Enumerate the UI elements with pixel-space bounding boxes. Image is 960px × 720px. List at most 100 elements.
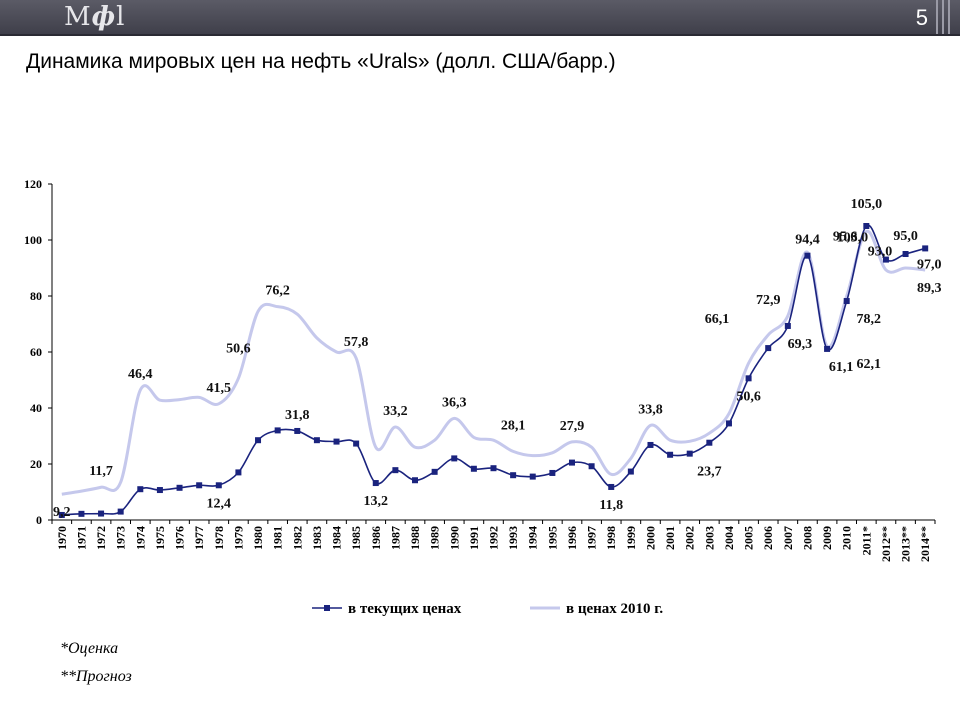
x-tick-label: 1993 [506,526,520,550]
data-label: 62,1 [856,357,881,372]
logo: Мфl [64,2,126,32]
series-point-current-prices [784,322,791,329]
data-label: 76,2 [265,284,290,299]
x-tick-label: 1980 [251,526,265,550]
x-tick-label: 2006 [761,526,775,550]
data-label: 13,2 [364,494,389,509]
data-label: 103,0 [837,231,869,246]
data-label: 50,6 [736,389,761,404]
data-label: 93,0 [868,245,893,260]
x-tick-label: 2004 [722,526,736,550]
legend-marker-current-prices [324,605,330,611]
series-point-current-prices [922,245,929,252]
data-label: 97,0 [917,257,942,272]
x-tick-label: 1970 [55,526,69,550]
series-point-current-prices [745,375,752,382]
series-point-current-prices [588,463,595,470]
oil-price-chart: 0 20 40 60 80 100 120 1970 1971 1972 1973 1974 1975 1… [24,177,942,617]
data-label: 89,3 [917,281,942,296]
x-tick-label: 2009 [820,526,834,550]
series-point-current-prices [215,482,222,489]
chart-container: 0 20 40 60 80 100 120 1970 1971 1972 1973 1974 1975 1… [0,150,960,630]
x-tick-label: 2002 [683,526,697,550]
x-tick-label: 1977 [192,526,206,550]
x-tick-label: 1985 [349,526,363,550]
series-point-current-prices [490,465,497,472]
data-label: 46,4 [128,367,153,382]
series-point-current-prices [294,427,301,434]
data-label: 11,8 [599,498,623,513]
series-point-current-prices [804,252,811,259]
data-label: 57,8 [344,335,369,350]
x-tick-label: 2007 [781,526,795,550]
data-label: 78,2 [856,312,881,327]
series-point-current-prices [470,465,477,472]
series-point-current-prices [78,510,85,517]
x-tick-label: 2011* [859,526,873,555]
x-tick-label: 2010 [840,526,854,550]
x-tick-label: 1991 [467,526,481,550]
series-line-current-prices [61,224,926,516]
data-label: 95,0 [893,229,918,244]
x-tick-label: 2008 [800,526,814,550]
x-tick-label: 1987 [388,526,402,550]
x-tick-label: 1976 [173,526,187,550]
series-point-current-prices [58,511,65,518]
x-tick-label: 1978 [212,526,226,550]
legend-label-current-prices: в текущих ценах [348,601,462,617]
series-point-current-prices [863,223,870,229]
series-point-current-prices [196,482,203,489]
x-tick-label: 1972 [94,526,108,550]
x-tick-label: 1981 [271,526,285,550]
decor-line [936,0,938,34]
series-point-current-prices [392,467,399,474]
series-point-current-prices [843,298,850,305]
data-label: 11,7 [89,464,113,479]
data-label: 12,4 [207,496,232,511]
data-label: 36,3 [442,395,467,410]
series-point-current-prices [686,450,693,457]
series-point-current-prices [549,469,556,476]
data-label: 61,1 [829,360,854,375]
x-tick-label: 1990 [447,526,461,550]
series-point-current-prices [902,251,909,257]
data-label: 9,2 [53,505,71,520]
x-tick-label: 1974 [133,526,147,550]
data-label: 33,2 [383,404,408,419]
x-tick-label: 2013** [899,526,913,562]
series-point-current-prices [98,510,105,517]
x-tick-label: 1994 [526,526,540,550]
data-label: 50,6 [226,341,251,356]
series-point-current-prices [156,487,163,494]
slide-title: Динамика мировых цен на нефть «Urals» (д… [26,50,616,73]
series-point-current-prices [235,469,242,476]
x-tick-label: 1975 [153,526,167,550]
y-tick-label: 80 [30,289,42,303]
top-bar: Мфl 5 [0,0,960,36]
y-tick-label: 20 [30,457,42,471]
data-label: 105,0 [851,197,883,212]
y-tick-label: 40 [30,401,42,415]
data-label: 66,1 [705,312,730,327]
note-forecast: **Прогноз [60,668,132,685]
series-point-current-prices [824,345,831,352]
series-point-current-prices [274,427,281,434]
series-point-current-prices [372,480,379,487]
data-label: 69,3 [788,337,813,352]
series-point-current-prices [882,256,889,263]
x-tick-label: 2012** [879,526,893,562]
series-point-current-prices [333,438,340,445]
x-tick-label: 1984 [330,526,344,550]
x-tick-label: 1989 [428,526,442,550]
x-tick-label: 2014** [918,526,932,562]
data-label: 27,9 [560,419,585,434]
series-point-current-prices [176,484,183,491]
page-number: 5 [915,5,928,30]
series-point-current-prices [667,451,674,458]
x-tick-label: 2003 [702,526,716,550]
series-point-current-prices [627,468,634,475]
x-tick-label: 2000 [643,526,657,550]
x-tick-label: 1988 [408,526,422,550]
x-tick-label: 1979 [231,526,245,550]
data-label: 95,6 [833,229,858,244]
